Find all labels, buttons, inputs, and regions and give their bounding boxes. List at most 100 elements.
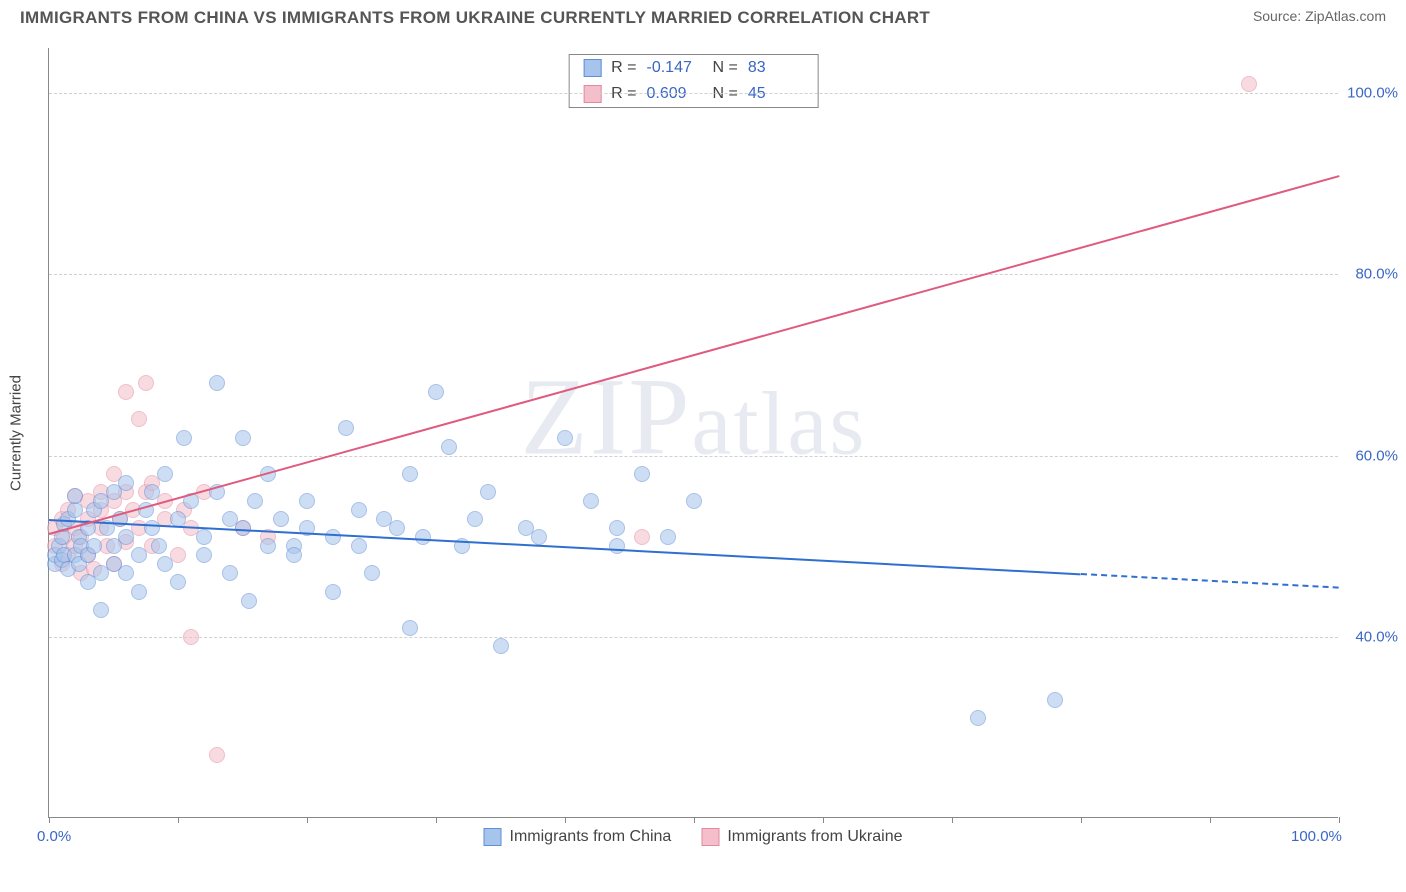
gridline <box>49 93 1338 94</box>
data-point <box>241 593 257 609</box>
watermark: ZIPatlas <box>521 354 867 481</box>
data-point <box>118 475 134 491</box>
x-tick <box>952 817 953 823</box>
data-point <box>557 430 573 446</box>
data-point <box>260 538 276 554</box>
x-tick <box>1339 817 1340 823</box>
data-point <box>118 384 134 400</box>
y-tick-label: 60.0% <box>1355 447 1398 464</box>
r-value-china: -0.147 <box>647 59 703 77</box>
data-point <box>531 529 547 545</box>
x-tick <box>307 817 308 823</box>
data-point <box>325 584 341 600</box>
x-tick <box>823 817 824 823</box>
data-point <box>634 529 650 545</box>
gridline <box>49 637 1338 638</box>
data-point <box>428 384 444 400</box>
data-point <box>609 538 625 554</box>
x-tick <box>436 817 437 823</box>
data-point <box>441 439 457 455</box>
trend-line <box>49 175 1340 535</box>
legend-item-china: Immigrants from China <box>484 828 672 846</box>
data-point <box>480 484 496 500</box>
y-axis-label: Currently Married <box>8 375 25 491</box>
data-point <box>686 493 702 509</box>
data-point <box>170 574 186 590</box>
n-value-china: 83 <box>748 59 804 77</box>
data-point <box>1241 76 1257 92</box>
data-point <box>157 556 173 572</box>
data-point <box>583 493 599 509</box>
data-point <box>131 547 147 563</box>
source-label: Source: <box>1253 8 1305 24</box>
data-point <box>364 565 380 581</box>
legend-bottom: Immigrants from China Immigrants from Uk… <box>484 828 903 846</box>
source-link[interactable]: ZipAtlas.com <box>1305 8 1386 24</box>
data-point <box>118 529 134 545</box>
gridline <box>49 456 1338 457</box>
data-point <box>493 638 509 654</box>
x-tick <box>49 817 50 823</box>
data-point <box>67 488 83 504</box>
data-point <box>118 565 134 581</box>
x-tick-label: 0.0% <box>37 828 71 845</box>
data-point <box>402 620 418 636</box>
data-point <box>660 529 676 545</box>
data-point <box>467 511 483 527</box>
scatter-plot: ZIPatlas R = -0.147 N = 83 R = 0.609 N =… <box>48 48 1338 818</box>
data-point <box>138 375 154 391</box>
swatch-ukraine-icon <box>701 828 719 846</box>
data-point <box>273 511 289 527</box>
data-point <box>222 565 238 581</box>
n-label: N = <box>713 59 738 77</box>
data-point <box>157 466 173 482</box>
x-tick <box>1210 817 1211 823</box>
source-attribution: Source: ZipAtlas.com <box>1253 8 1386 24</box>
swatch-china-icon <box>484 828 502 846</box>
r-label: R = <box>611 59 636 77</box>
x-tick-label: 100.0% <box>1291 828 1342 845</box>
gridline <box>49 274 1338 275</box>
legend-label-china: Immigrants from China <box>510 828 672 846</box>
data-point <box>209 747 225 763</box>
chart-title: IMMIGRANTS FROM CHINA VS IMMIGRANTS FROM… <box>20 8 930 28</box>
data-point <box>351 502 367 518</box>
data-point <box>1047 692 1063 708</box>
data-point <box>634 466 650 482</box>
y-tick-label: 100.0% <box>1347 85 1398 102</box>
x-tick <box>1081 817 1082 823</box>
data-point <box>389 520 405 536</box>
data-point <box>131 584 147 600</box>
data-point <box>299 493 315 509</box>
data-point <box>338 420 354 436</box>
data-point <box>144 484 160 500</box>
data-point <box>86 538 102 554</box>
data-point <box>93 602 109 618</box>
data-point <box>183 629 199 645</box>
data-point <box>131 411 147 427</box>
trend-line <box>1081 573 1339 589</box>
data-point <box>196 547 212 563</box>
data-point <box>151 538 167 554</box>
data-point <box>176 430 192 446</box>
data-point <box>235 430 251 446</box>
data-point <box>351 538 367 554</box>
data-point <box>609 520 625 536</box>
data-point <box>144 520 160 536</box>
legend-item-ukraine: Immigrants from Ukraine <box>701 828 902 846</box>
y-tick-label: 40.0% <box>1355 628 1398 645</box>
data-point <box>247 493 263 509</box>
x-tick <box>565 817 566 823</box>
chart-area: Currently Married ZIPatlas R = -0.147 N … <box>48 48 1338 818</box>
legend-label-ukraine: Immigrants from Ukraine <box>727 828 902 846</box>
swatch-china <box>583 59 601 77</box>
data-point <box>402 466 418 482</box>
data-point <box>970 710 986 726</box>
data-point <box>209 375 225 391</box>
x-tick <box>694 817 695 823</box>
x-tick <box>178 817 179 823</box>
legend-row-china: R = -0.147 N = 83 <box>569 55 818 81</box>
data-point <box>415 529 431 545</box>
data-point <box>196 529 212 545</box>
data-point <box>325 529 341 545</box>
